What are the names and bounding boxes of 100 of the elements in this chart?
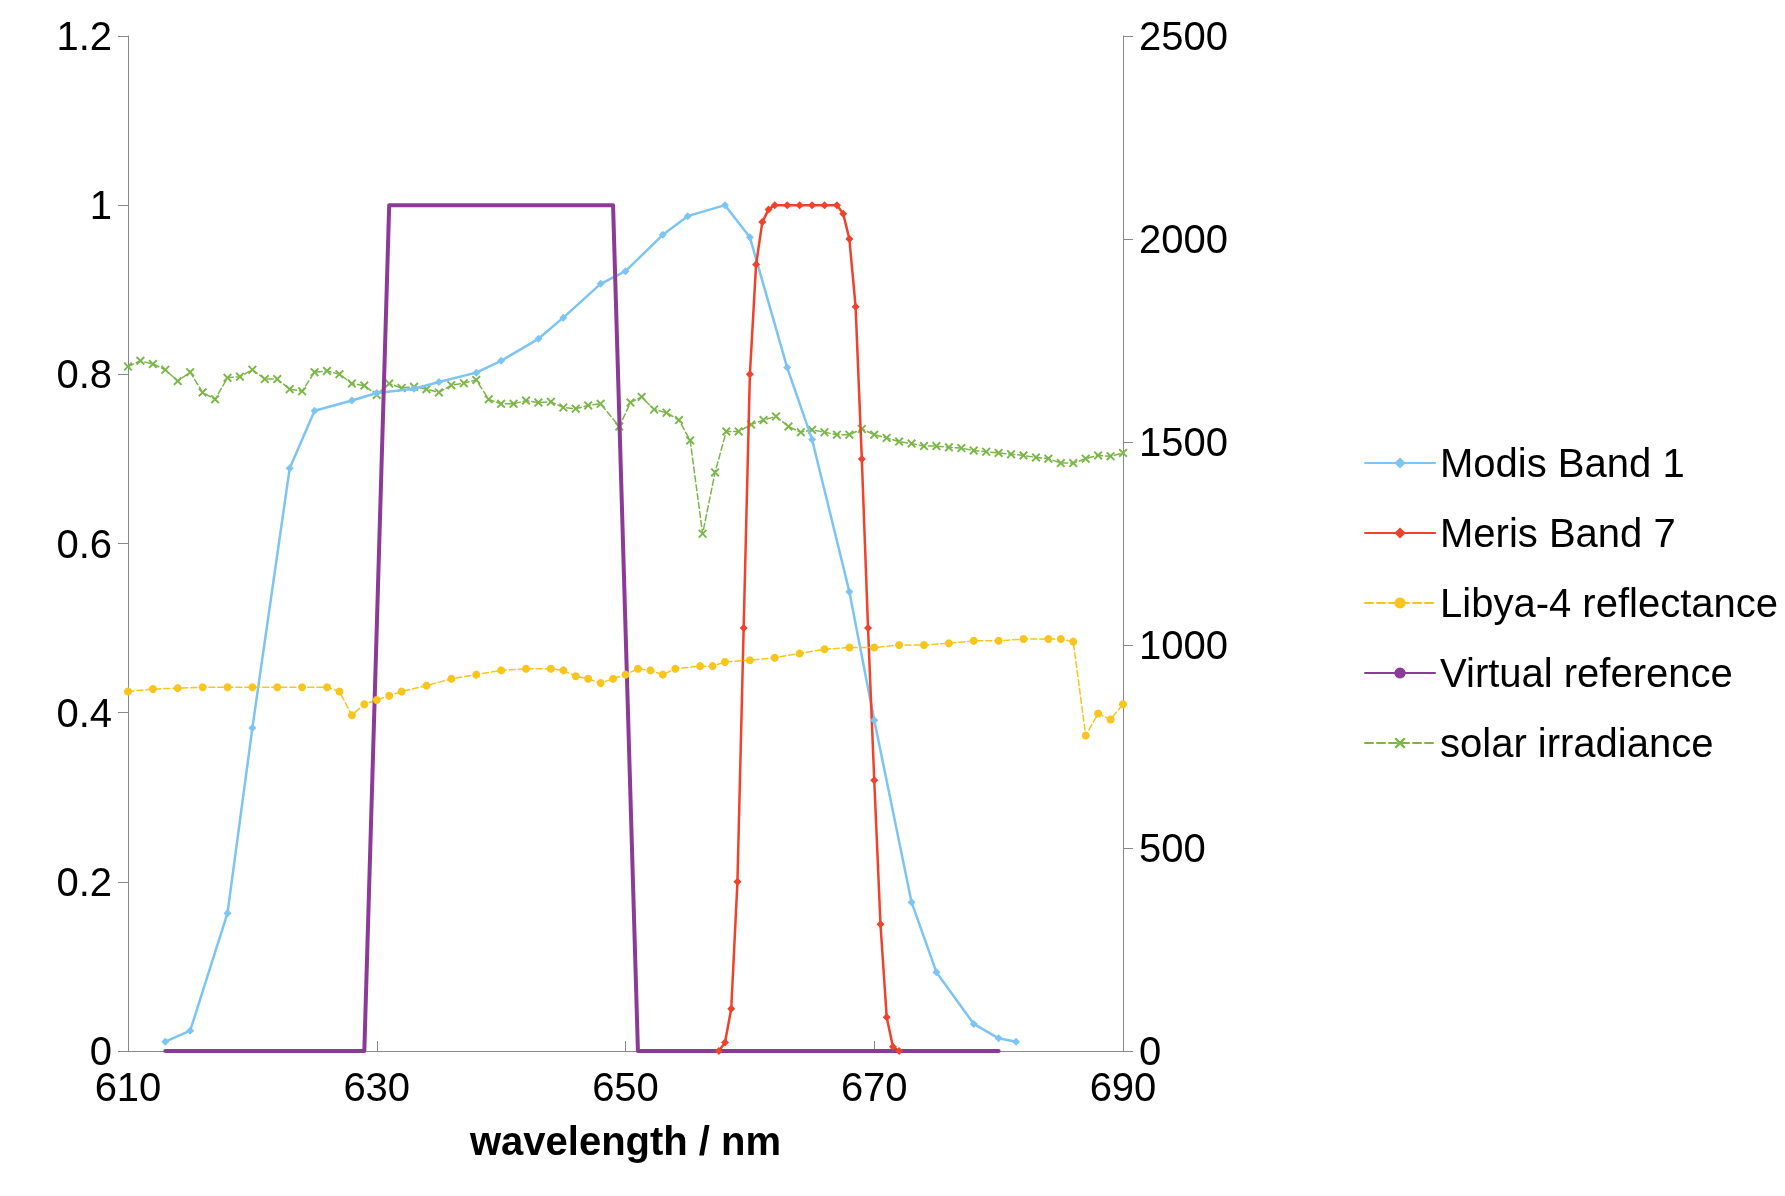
- point: [310, 406, 319, 415]
- point: [876, 920, 885, 929]
- point: [1119, 700, 1127, 709]
- point: [721, 657, 729, 666]
- y-tick-label: 0.6: [56, 521, 112, 566]
- y-tick-label: 0.2: [56, 859, 112, 904]
- point: [248, 723, 257, 732]
- point: [422, 681, 431, 690]
- point: [198, 683, 207, 692]
- point: [273, 683, 282, 692]
- point: [223, 683, 232, 692]
- point: [845, 643, 854, 652]
- y-tick-label: 1: [89, 183, 112, 228]
- point: [920, 641, 928, 649]
- point: [658, 230, 667, 239]
- point: [472, 368, 481, 377]
- point: [733, 877, 742, 886]
- legend-label: Libya-4 reflectance: [1440, 581, 1778, 625]
- legend-label: Meris Band 7: [1440, 511, 1676, 555]
- point: [522, 664, 530, 673]
- y2-tick-label: 500: [1139, 826, 1206, 870]
- point: [932, 968, 941, 977]
- point: [124, 687, 132, 696]
- point: [1056, 635, 1065, 644]
- point: [764, 205, 773, 214]
- point: [646, 666, 655, 675]
- point: [944, 639, 953, 648]
- point: [447, 674, 456, 683]
- point: [994, 636, 1003, 645]
- point: [298, 683, 307, 692]
- point: [571, 672, 580, 681]
- point: [882, 1013, 891, 1022]
- point: [888, 1042, 897, 1051]
- point: [633, 664, 642, 673]
- y2-tick-label: 2000: [1139, 217, 1228, 261]
- point: [870, 716, 879, 725]
- legend-label: Virtual reference: [1440, 651, 1733, 695]
- point: [851, 302, 860, 311]
- y2-tick-label: 1500: [1139, 420, 1228, 464]
- y2-tick-label: 1000: [1139, 623, 1228, 667]
- point: [1044, 635, 1053, 644]
- point: [248, 683, 257, 692]
- point: [397, 687, 406, 696]
- point: [696, 662, 705, 671]
- point: [161, 1037, 170, 1046]
- x-tick-label: 630: [343, 1065, 411, 1109]
- point: [994, 1034, 1003, 1043]
- point: [845, 587, 854, 596]
- point: [745, 656, 754, 665]
- point: [969, 636, 978, 645]
- point: [1012, 1037, 1021, 1046]
- point: [770, 653, 779, 662]
- point: [783, 363, 792, 372]
- point: [1081, 731, 1090, 740]
- point: [845, 235, 854, 243]
- point: [820, 201, 829, 210]
- point: [1069, 637, 1078, 646]
- point: [857, 454, 866, 463]
- point: [739, 624, 748, 633]
- x-tick-label: 670: [840, 1065, 908, 1109]
- legend-label: Modis Band 1: [1440, 441, 1685, 485]
- point: [621, 670, 630, 679]
- point: [770, 201, 779, 210]
- point: [323, 683, 331, 692]
- point: [839, 209, 848, 218]
- point: [1019, 635, 1028, 644]
- point: [969, 1019, 978, 1028]
- point: [497, 356, 506, 365]
- legend-label: solar irradiance: [1440, 721, 1714, 765]
- point: [745, 370, 754, 379]
- point: [472, 670, 481, 679]
- point: [584, 674, 593, 683]
- point: [285, 464, 294, 473]
- point: [372, 695, 381, 704]
- point: [534, 334, 543, 343]
- point: [434, 377, 443, 386]
- point: [335, 687, 344, 696]
- point: [173, 684, 182, 693]
- point: [714, 1047, 723, 1055]
- point: [596, 679, 605, 688]
- point: [360, 700, 369, 709]
- point: [223, 909, 232, 918]
- point: [795, 649, 804, 658]
- point: [621, 267, 630, 276]
- point: [497, 666, 506, 675]
- point: [708, 662, 717, 671]
- x-tick-label: 650: [592, 1065, 659, 1109]
- y-tick-label: 1.2: [56, 14, 112, 58]
- point: [895, 641, 904, 649]
- point: [820, 645, 829, 654]
- x-axis-title: wavelength / nm: [468, 1119, 782, 1163]
- point: [721, 1038, 729, 1047]
- point: [907, 898, 916, 907]
- y-tick-label: 0.4: [56, 690, 112, 735]
- point: [745, 233, 754, 242]
- point: [148, 684, 157, 693]
- point: [870, 643, 879, 652]
- point: [347, 396, 356, 405]
- point: [609, 674, 618, 683]
- point: [721, 201, 729, 210]
